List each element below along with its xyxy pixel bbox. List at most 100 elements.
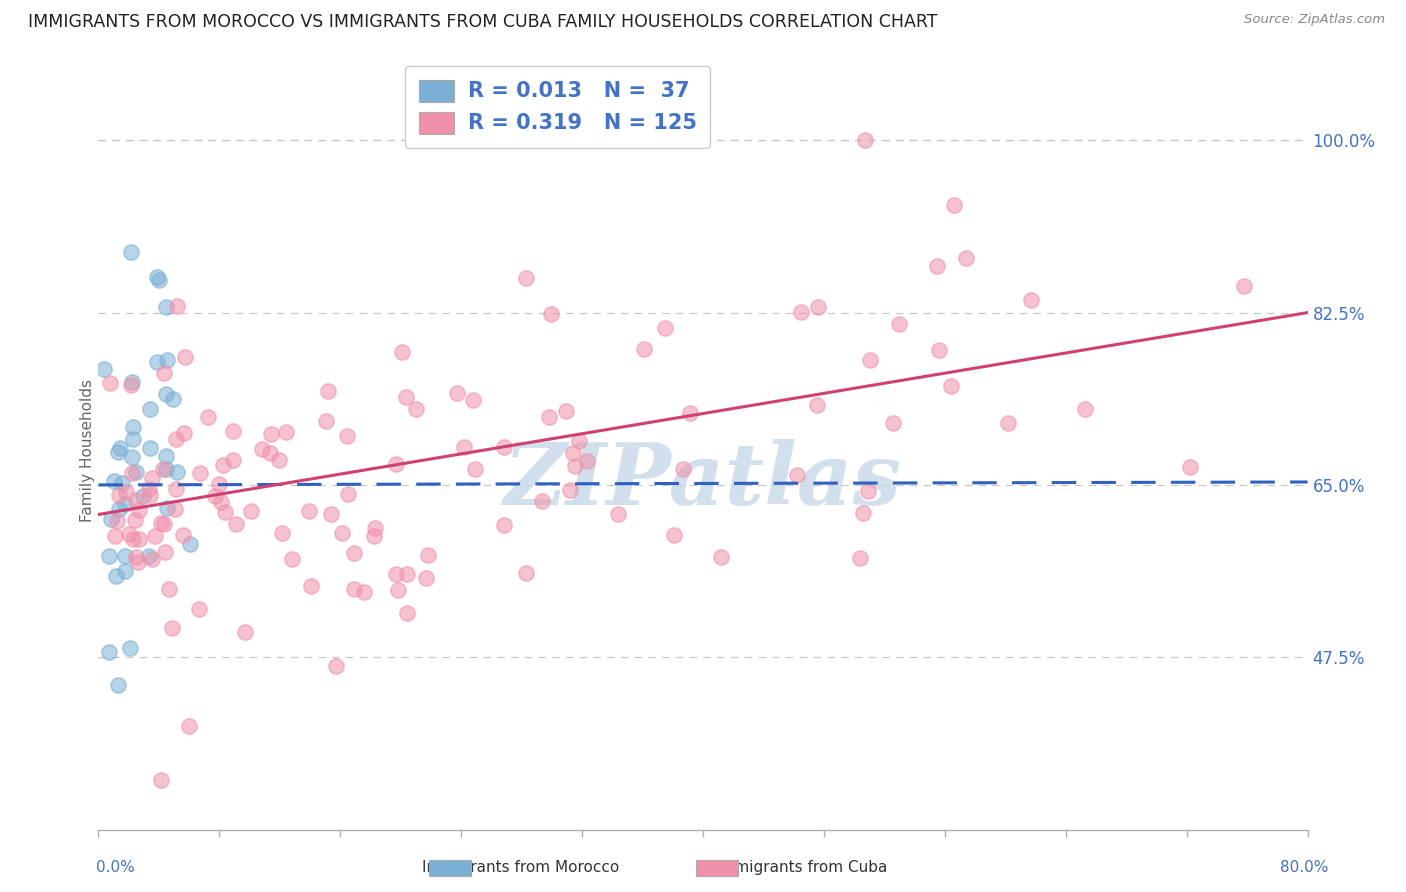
Point bbox=[1233, 279, 1256, 293]
Point bbox=[415, 571, 437, 585]
Point bbox=[197, 409, 219, 424]
Point bbox=[128, 533, 150, 547]
Point bbox=[152, 462, 174, 476]
Point bbox=[155, 449, 177, 463]
Point bbox=[607, 507, 630, 521]
Point bbox=[162, 621, 184, 635]
Point bbox=[464, 462, 486, 476]
Point bbox=[212, 458, 235, 472]
Point bbox=[121, 376, 143, 390]
Point bbox=[298, 503, 321, 517]
Point bbox=[395, 566, 418, 581]
Point bbox=[515, 271, 537, 285]
Point bbox=[104, 528, 127, 542]
Point bbox=[121, 450, 143, 465]
Point bbox=[391, 344, 413, 359]
Point bbox=[633, 343, 655, 357]
Point bbox=[337, 487, 360, 501]
Point bbox=[125, 492, 148, 507]
Point bbox=[97, 645, 120, 659]
Point bbox=[98, 549, 121, 563]
Point bbox=[120, 641, 142, 656]
Point bbox=[156, 352, 179, 367]
Point bbox=[856, 483, 879, 498]
Text: 80.0%: 80.0% bbox=[1281, 860, 1329, 874]
Point bbox=[1019, 293, 1042, 307]
Point bbox=[561, 446, 583, 460]
Point bbox=[124, 549, 146, 564]
Point bbox=[165, 482, 187, 496]
Point bbox=[395, 606, 418, 620]
Point bbox=[153, 545, 176, 559]
Point bbox=[121, 466, 143, 480]
Point bbox=[105, 514, 128, 528]
Point bbox=[664, 528, 686, 542]
Point bbox=[271, 525, 294, 540]
Point bbox=[114, 564, 136, 578]
Point bbox=[710, 549, 733, 564]
Point bbox=[115, 485, 138, 500]
Point bbox=[531, 493, 554, 508]
Point bbox=[997, 416, 1019, 430]
Point bbox=[939, 379, 962, 393]
Point bbox=[555, 403, 578, 417]
Point bbox=[157, 582, 180, 597]
Point bbox=[405, 401, 427, 416]
Point bbox=[166, 465, 188, 479]
Point bbox=[165, 502, 187, 516]
Point bbox=[209, 495, 232, 509]
Point bbox=[679, 406, 702, 420]
Point bbox=[162, 392, 184, 406]
Point bbox=[494, 440, 516, 454]
Point bbox=[852, 506, 875, 520]
Point bbox=[233, 624, 256, 639]
Point bbox=[107, 488, 129, 502]
Point bbox=[146, 269, 169, 284]
Point bbox=[942, 198, 965, 212]
Point bbox=[120, 378, 142, 392]
Point bbox=[672, 461, 695, 475]
Point bbox=[100, 512, 122, 526]
Point bbox=[343, 582, 366, 597]
Point bbox=[139, 441, 162, 455]
Point bbox=[416, 548, 439, 562]
Point bbox=[363, 529, 385, 543]
Point bbox=[330, 526, 353, 541]
Text: ZIPatlas: ZIPatlas bbox=[503, 439, 903, 523]
Point bbox=[453, 441, 475, 455]
Point bbox=[155, 462, 177, 476]
Point bbox=[1178, 459, 1201, 474]
Point bbox=[166, 299, 188, 313]
Point bbox=[259, 446, 281, 460]
Point bbox=[114, 549, 136, 563]
Point bbox=[121, 420, 143, 434]
Point bbox=[887, 318, 910, 332]
Point bbox=[141, 551, 163, 566]
Point bbox=[240, 504, 263, 518]
Point bbox=[127, 555, 149, 569]
Point bbox=[114, 497, 136, 511]
Point bbox=[111, 476, 134, 491]
Point bbox=[174, 350, 197, 364]
Point bbox=[148, 273, 170, 287]
Point bbox=[132, 489, 155, 503]
Point bbox=[165, 432, 187, 446]
Point bbox=[214, 505, 236, 519]
Point bbox=[446, 385, 468, 400]
Point bbox=[187, 602, 209, 616]
Point bbox=[138, 549, 160, 564]
Point bbox=[267, 452, 290, 467]
Point bbox=[853, 133, 876, 147]
Point bbox=[124, 513, 146, 527]
Point bbox=[125, 465, 148, 479]
Point bbox=[146, 355, 169, 369]
Point bbox=[540, 307, 562, 321]
Point bbox=[155, 387, 177, 401]
Point bbox=[928, 343, 950, 357]
Point bbox=[152, 517, 174, 532]
Point bbox=[103, 475, 125, 489]
Point bbox=[395, 390, 418, 404]
Legend: R = 0.013   N =  37, R = 0.319   N = 125: R = 0.013 N = 37, R = 0.319 N = 125 bbox=[405, 66, 710, 148]
Point bbox=[139, 488, 162, 502]
Text: IMMIGRANTS FROM MOROCCO VS IMMIGRANTS FROM CUBA FAMILY HOUSEHOLDS CORRELATION CH: IMMIGRANTS FROM MOROCCO VS IMMIGRANTS FR… bbox=[28, 13, 938, 31]
